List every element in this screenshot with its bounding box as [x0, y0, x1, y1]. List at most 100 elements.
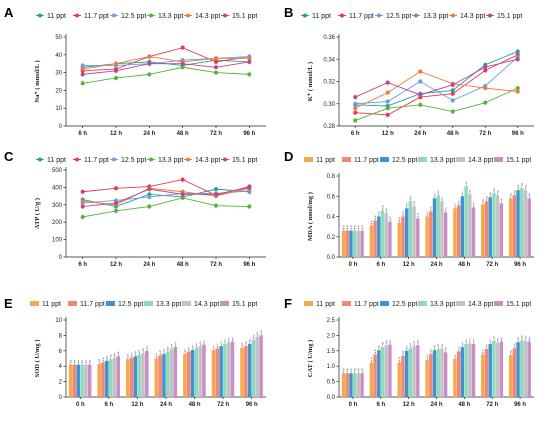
significance-letter: b [167, 345, 169, 349]
x-tick-label: 12 h [110, 262, 122, 268]
legend-item: 15.1 ppt [486, 13, 522, 20]
significance-letter: b [441, 342, 443, 346]
y-tick-label: 0.0 [327, 255, 336, 261]
significance-letter: d [517, 184, 519, 188]
data-point [180, 192, 185, 197]
x-tick-label: 0 h [349, 402, 358, 408]
legend-item: 13.3 ppt [144, 301, 181, 308]
data-point [515, 57, 520, 62]
significance-letter: b [156, 352, 158, 356]
significance-letter: b [399, 216, 401, 220]
y-tick-label: 100 [52, 238, 63, 244]
data-point [214, 65, 218, 70]
bar [495, 342, 500, 397]
series-line [82, 56, 250, 70]
bar [360, 230, 364, 257]
significance-letter: d [482, 198, 484, 202]
significance-letter: a [382, 204, 384, 208]
significance-letter: d [525, 184, 527, 188]
data-point [147, 61, 152, 66]
legend-label: 13.3 ppt [430, 301, 455, 308]
bar [495, 195, 500, 257]
significance-letter: c [213, 344, 215, 348]
significance-letter: d [497, 189, 499, 193]
significance-letter: b [434, 344, 436, 348]
significance-letter: a [347, 367, 349, 371]
legend-swatch [30, 301, 39, 306]
bar [468, 343, 472, 397]
legend-label: 11.7 ppt [349, 13, 374, 20]
significance-letter: c [462, 341, 464, 345]
legend-swatch-marker [488, 13, 492, 18]
bar [488, 197, 492, 257]
significance-letter: a [110, 353, 112, 357]
bar [453, 208, 457, 257]
data-point [418, 69, 423, 74]
significance-letter: b [171, 343, 173, 347]
panel-c: C 11 ppt 11.7 ppt 12.5 ppt 13.3 ppt 14.3 ppt 1… [4, 149, 266, 268]
legend-label: 11.7 ppt [84, 13, 109, 20]
significance-letter: c [427, 210, 429, 214]
legend-label: 13.3 ppt [158, 157, 183, 164]
y-tick-label: 8 [59, 333, 63, 339]
bar [453, 358, 457, 397]
x-tick-label: 72 h [210, 131, 222, 137]
x-tick-label: 24 h [143, 131, 155, 137]
x-tick-label: 12 h [110, 131, 122, 137]
significance-letter: d [245, 340, 247, 344]
legend-item: 11 ppt [304, 301, 335, 308]
y-tick-label: 500 [52, 168, 63, 174]
significance-letter: a [378, 210, 380, 214]
legend-item: 11.7 ppt [68, 301, 105, 308]
significance-letter: b [131, 351, 133, 355]
data-point [385, 80, 390, 85]
legend-swatch [304, 301, 313, 306]
panel-label: F [284, 296, 292, 311]
legend-label: 15.1 ppt [232, 157, 257, 164]
bar [259, 335, 263, 397]
bar [471, 207, 476, 257]
bar [341, 373, 346, 397]
legend-item: 12.5 ppt [375, 13, 411, 20]
data-point [147, 194, 152, 199]
significance-letter: d [521, 182, 523, 186]
data-point [247, 56, 252, 61]
legend-label: 12.5 ppt [121, 13, 146, 20]
legend-label: 14.3 ppt [195, 13, 220, 20]
significance-letter: b [410, 342, 412, 346]
legend-item: 13.3 ppt [412, 13, 448, 20]
significance-letter: b [402, 210, 404, 214]
significance-letter: a [361, 224, 363, 228]
legend-swatch [494, 301, 503, 306]
data-point [450, 82, 455, 87]
x-tick-label: 6 h [376, 262, 385, 268]
x-tick-label: 6 h [105, 402, 114, 408]
x-tick-label: 96 h [514, 402, 526, 408]
bar [443, 212, 448, 257]
bar [408, 201, 413, 257]
series-line [82, 47, 250, 72]
bar [425, 360, 429, 397]
significance-letter: a [114, 351, 116, 355]
series-line [355, 87, 518, 121]
x-tick-label: 72 h [210, 262, 222, 268]
legend-item: 13.3 ppt [147, 13, 183, 20]
significance-letter: d [249, 338, 251, 342]
significance-letter: c [497, 336, 499, 340]
bar [97, 363, 101, 397]
legend-label: 11 ppt [47, 13, 66, 20]
legend-item: 13.3 ppt [147, 157, 183, 164]
x-tick-label: 0 h [76, 402, 85, 408]
legend-swatch-marker [451, 13, 455, 18]
y-tick-label: 0.6 [327, 194, 336, 200]
bar [523, 340, 528, 397]
bar [251, 340, 256, 397]
bar [460, 347, 465, 397]
series-line [82, 61, 250, 75]
significance-letter: b [160, 349, 162, 353]
legend-label: 12.5 ppt [386, 13, 411, 20]
data-point [114, 201, 118, 206]
legend-item: 11 ppt [304, 157, 335, 164]
legend-item: 11.7 ppt [73, 157, 109, 164]
